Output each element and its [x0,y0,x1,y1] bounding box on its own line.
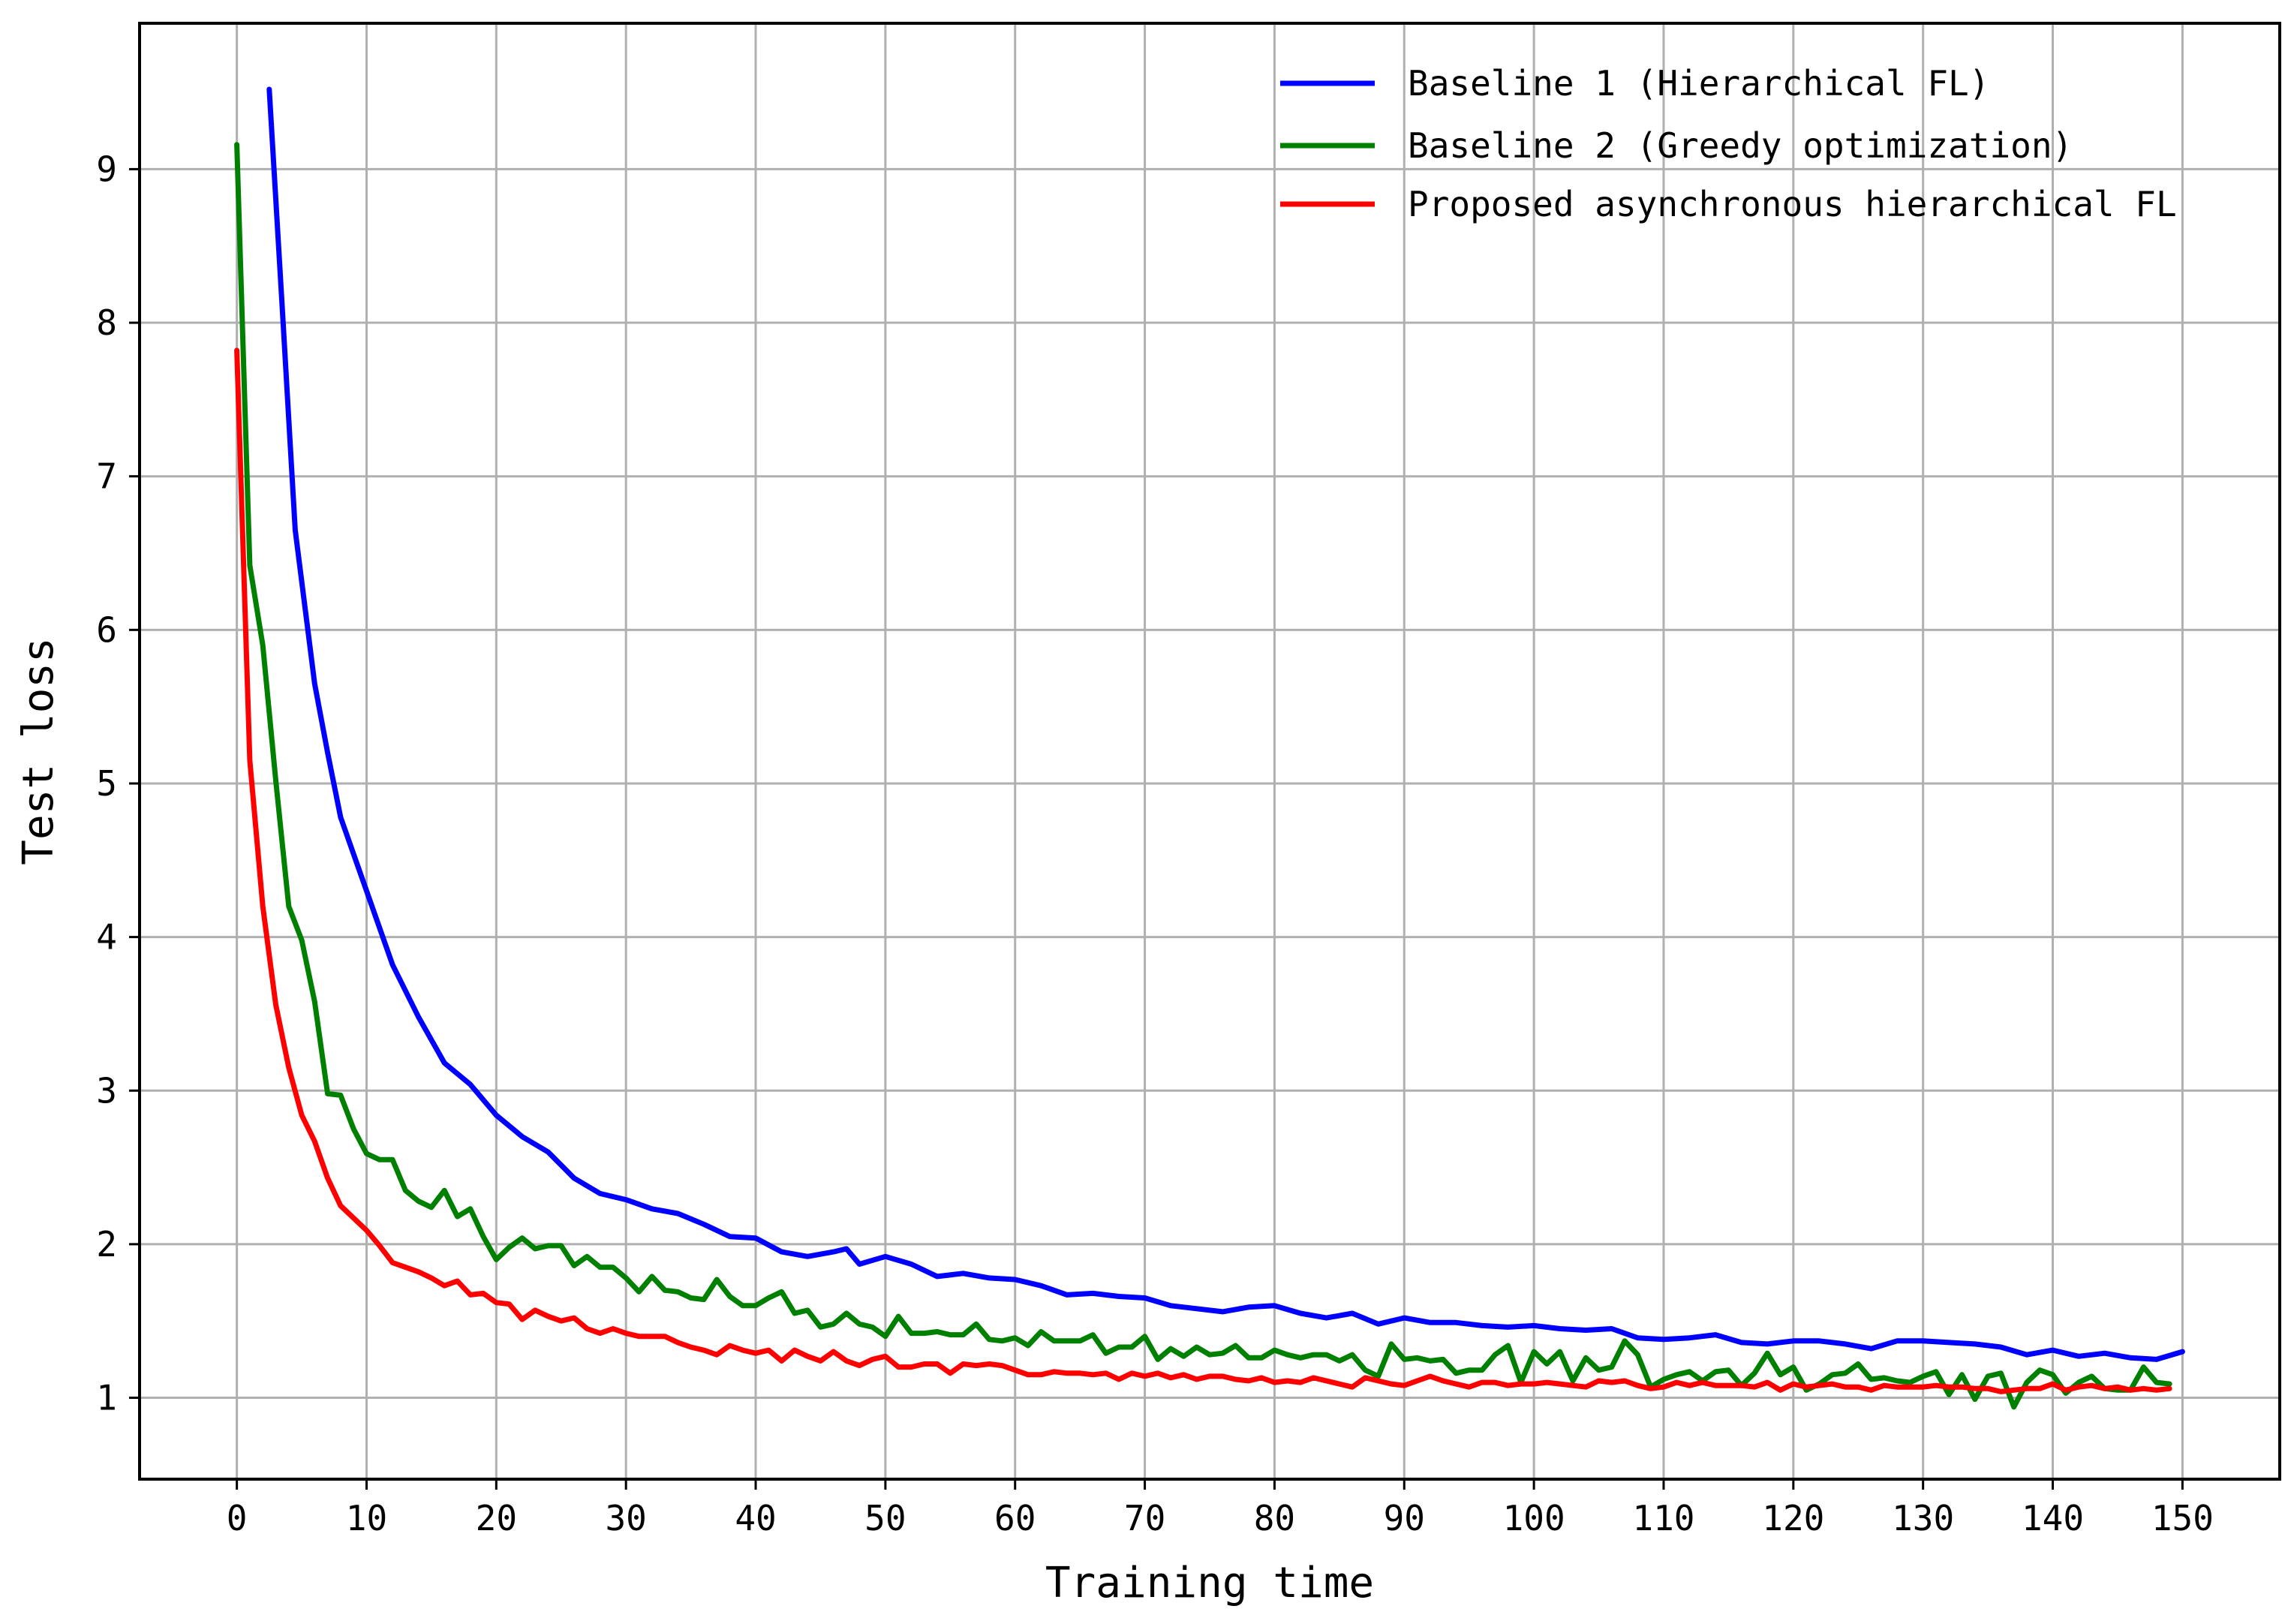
legend-entry-2: Baseline 2 (Greedy optimization) [1408,125,2073,166]
x-tick-label: 80 [1254,1498,1295,1538]
y-tick-label: 2 [96,1224,117,1265]
plot-area-frame [138,22,2281,1481]
x-tick-label: 130 [1892,1498,1954,1538]
x-tick-label: 70 [1124,1498,1165,1538]
x-tick-label: 10 [346,1498,387,1538]
x-tick-label: 100 [1503,1498,1565,1538]
y-tick-label: 8 [96,302,117,343]
legend: Baseline 1 (Hierarchical FL) Baseline 2 (… [1280,63,2177,224]
x-tick-label: 110 [1632,1498,1694,1538]
legend-entry-3: Proposed asynchronous hierarchical FL [1408,184,2177,224]
x-tick-label: 150 [2151,1498,2214,1538]
x-tick-label: 30 [605,1498,646,1538]
series-line-2 [234,142,2172,1410]
x-tick-label: 140 [2022,1498,2084,1538]
y-tick-label: 4 [96,917,117,958]
y-tick-label: 5 [96,763,117,804]
x-axis-label: Training time [1045,1559,1374,1607]
y-tick-label: 3 [96,1070,117,1111]
y-tick-label: 7 [96,456,117,497]
legend-entry-1: Baseline 1 (Hierarchical FL) [1408,63,1989,104]
x-tick-label: 90 [1384,1498,1425,1538]
y-axis-label: Test loss [14,637,63,865]
y-tick-label: 1 [96,1378,117,1418]
x-tick-label: 0 [227,1498,248,1538]
x-tick-label: 60 [994,1498,1036,1538]
series-lines [234,86,2185,1410]
x-tick-label: 20 [476,1498,517,1538]
grid-lines [140,23,2280,1479]
series-line-3 [234,347,2172,1394]
x-tick-label: 40 [735,1498,776,1538]
x-tick-label: 120 [1762,1498,1824,1538]
x-axis-ticks: 0 10 20 30 40 50 60 70 80 90 100 110 120 130 140 150 [227,1479,2214,1538]
y-tick-label: 9 [96,149,117,189]
x-tick-label: 50 [864,1498,906,1538]
y-tick-label: 6 [96,609,117,650]
series-line-1 [266,86,2185,1362]
y-axis-ticks: 1 2 3 4 5 6 7 8 9 [96,149,140,1418]
